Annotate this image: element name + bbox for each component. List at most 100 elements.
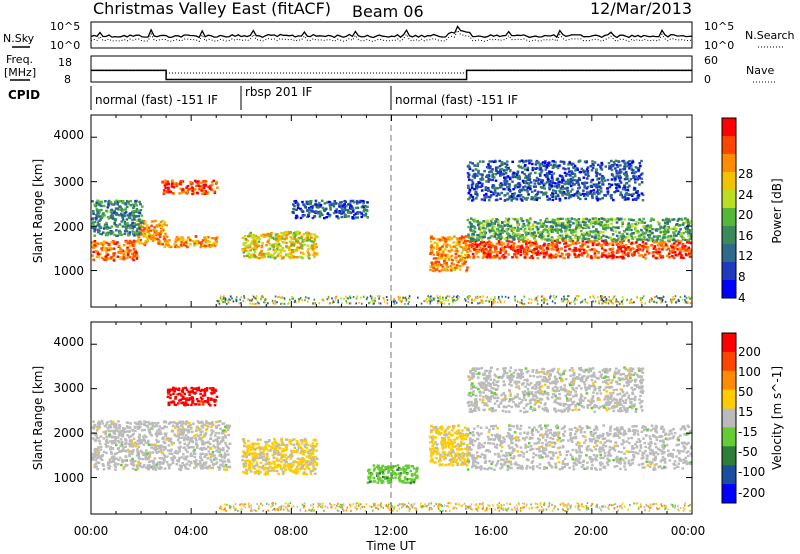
- echo-cell: [356, 212, 360, 215]
- echo-cell: [255, 256, 259, 259]
- echo-cell: [462, 258, 465, 261]
- echo-cell: [558, 221, 561, 225]
- echo-cell: [97, 223, 101, 226]
- echo-cell: [615, 234, 619, 238]
- echo-cell: [207, 445, 210, 449]
- echo-cell: [167, 244, 170, 247]
- echo-cell: [306, 200, 310, 204]
- echo-cell: [491, 174, 494, 177]
- echo-cell: [200, 185, 203, 188]
- echo-cell: [628, 184, 631, 187]
- echo-cell: [296, 248, 299, 251]
- echo-cell: [121, 459, 125, 462]
- echo-cell: [536, 302, 539, 305]
- freq-unit-label: [MHz]: [4, 66, 36, 79]
- echo-cell: [93, 463, 97, 467]
- echo-cell: [534, 221, 537, 224]
- echo-cell: [632, 192, 635, 196]
- echo-cell: [621, 221, 624, 224]
- echo-cell: [540, 169, 544, 172]
- echo-cell: [684, 299, 686, 302]
- echo-cell: [507, 217, 511, 221]
- echo-cell: [594, 256, 597, 259]
- echo-cell: [570, 217, 574, 220]
- echo-cell: [564, 187, 567, 190]
- echo-cell: [132, 210, 135, 213]
- echo-cell: [553, 218, 556, 222]
- echo-cell: [102, 450, 106, 454]
- echo-cell: [570, 301, 573, 304]
- echo-cell: [625, 228, 628, 231]
- echo-cell: [456, 237, 459, 240]
- echo-cell: [120, 212, 123, 215]
- echo-cell: [505, 180, 509, 183]
- echo-cell: [546, 299, 548, 301]
- echo-cell: [588, 218, 591, 222]
- echo-cell: [486, 255, 489, 258]
- echo-cell: [631, 198, 635, 201]
- echo-cell: [481, 226, 485, 229]
- echo-cell: [523, 252, 526, 256]
- echo-cell: [144, 420, 148, 424]
- echo-cell: [547, 179, 550, 182]
- echo-cell: [349, 207, 353, 210]
- echo-cell: [195, 242, 199, 246]
- echo-cell: [135, 230, 139, 233]
- echo-cell: [232, 300, 235, 303]
- echo-cell: [153, 466, 157, 469]
- echo-cell: [216, 450, 220, 453]
- echo-cell: [584, 197, 587, 201]
- echo-cell: [501, 227, 504, 230]
- echo-cell: [137, 233, 141, 236]
- echo-cell: [110, 208, 114, 211]
- echo-cell: [455, 241, 459, 244]
- echo-cell: [286, 246, 290, 249]
- echo-cell: [150, 434, 154, 437]
- echo-cell: [228, 465, 232, 468]
- echo-cell: [487, 189, 491, 192]
- echo-cell: [276, 233, 280, 236]
- echo-cell: [306, 232, 309, 235]
- echo-cell: [583, 243, 587, 246]
- echo-cell: [659, 225, 662, 228]
- echo-cell: [147, 451, 151, 455]
- echo-cell: [580, 252, 584, 255]
- echo-cell: [638, 245, 641, 248]
- echo-cell: [105, 223, 108, 226]
- echo-cell: [628, 218, 631, 221]
- echo-cell: [613, 163, 616, 166]
- echo-cell: [585, 300, 587, 303]
- echo-cell: [295, 208, 298, 211]
- echo-cell: [151, 423, 154, 426]
- echo-cell: [128, 255, 131, 259]
- echo-cell: [174, 245, 177, 249]
- echo-cell: [584, 225, 587, 229]
- echo-cell: [436, 265, 440, 268]
- echo-cell: [479, 178, 482, 181]
- echo-cell: [506, 232, 509, 235]
- echo-cell: [540, 234, 544, 237]
- echo-cell: [501, 231, 504, 235]
- echo-cell: [269, 233, 273, 236]
- echo-cell: [156, 421, 160, 425]
- echo-cell: [574, 236, 577, 239]
- echo-cell: [529, 159, 533, 162]
- echo-cell: [671, 255, 674, 258]
- echo-cell: [115, 212, 119, 215]
- echo-cell: [254, 297, 257, 300]
- echo-cell: [592, 225, 595, 228]
- echo-cell: [636, 229, 640, 233]
- echo-cell: [673, 298, 676, 300]
- echo-cell: [267, 233, 270, 236]
- echo-cell: [522, 186, 525, 189]
- echo-cell: [475, 182, 479, 186]
- echo-cell: [581, 238, 584, 241]
- echo-cell: [649, 224, 653, 227]
- echo-cell: [253, 254, 257, 257]
- echo-cell: [504, 295, 507, 298]
- echo-cell: [109, 440, 112, 443]
- echo-cell: [310, 244, 314, 247]
- echo-cell: [607, 252, 611, 255]
- echo-cell: [678, 250, 682, 253]
- echo-cell: [560, 223, 564, 226]
